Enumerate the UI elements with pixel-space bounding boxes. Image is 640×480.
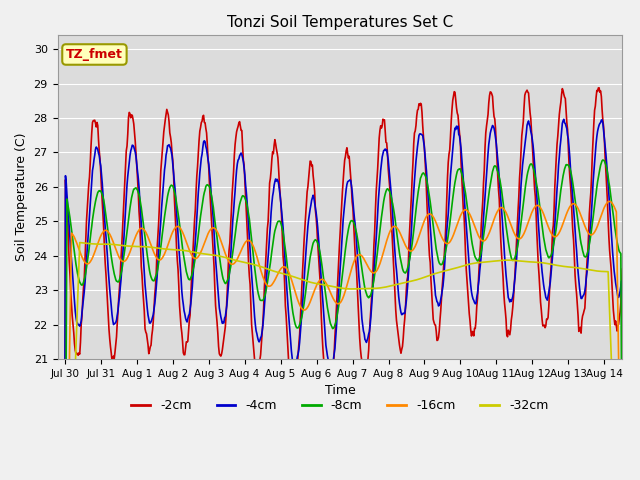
- -16cm: [320, 277, 328, 283]
- -4cm: [139, 246, 147, 252]
- -8cm: [139, 216, 147, 222]
- -32cm: [475, 260, 483, 265]
- Line: -2cm: -2cm: [65, 88, 622, 480]
- -4cm: [61, 472, 68, 478]
- -2cm: [461, 228, 468, 234]
- -2cm: [618, 266, 626, 272]
- Legend: -2cm, -4cm, -8cm, -16cm, -32cm: -2cm, -4cm, -8cm, -16cm, -32cm: [126, 395, 554, 418]
- -32cm: [461, 262, 469, 268]
- Text: TZ_fmet: TZ_fmet: [66, 48, 123, 61]
- -8cm: [599, 157, 607, 163]
- -4cm: [461, 202, 468, 208]
- -4cm: [63, 192, 71, 198]
- -4cm: [560, 117, 568, 122]
- X-axis label: Time: Time: [324, 384, 355, 397]
- -32cm: [76, 240, 84, 245]
- -4cm: [474, 283, 482, 288]
- -4cm: [299, 300, 307, 306]
- -32cm: [140, 244, 147, 250]
- -2cm: [595, 85, 603, 91]
- -32cm: [300, 277, 307, 283]
- Y-axis label: Soil Temperature (C): Soil Temperature (C): [15, 133, 28, 262]
- -16cm: [461, 207, 468, 213]
- -8cm: [299, 310, 307, 315]
- -8cm: [461, 186, 468, 192]
- Line: -8cm: -8cm: [65, 160, 622, 480]
- Line: -4cm: -4cm: [65, 120, 622, 480]
- -8cm: [320, 276, 328, 282]
- -16cm: [299, 307, 307, 312]
- -2cm: [63, 204, 71, 209]
- Line: -16cm: -16cm: [65, 201, 622, 480]
- -32cm: [321, 282, 328, 288]
- -16cm: [474, 232, 482, 238]
- -2cm: [139, 287, 147, 292]
- -16cm: [605, 198, 613, 204]
- -2cm: [299, 267, 307, 273]
- Title: Tonzi Soil Temperatures Set C: Tonzi Soil Temperatures Set C: [227, 15, 453, 30]
- -16cm: [139, 226, 147, 231]
- -8cm: [474, 258, 482, 264]
- -2cm: [474, 281, 482, 287]
- -8cm: [63, 196, 71, 202]
- -2cm: [320, 357, 328, 362]
- Line: -32cm: -32cm: [65, 242, 622, 480]
- -4cm: [320, 310, 328, 316]
